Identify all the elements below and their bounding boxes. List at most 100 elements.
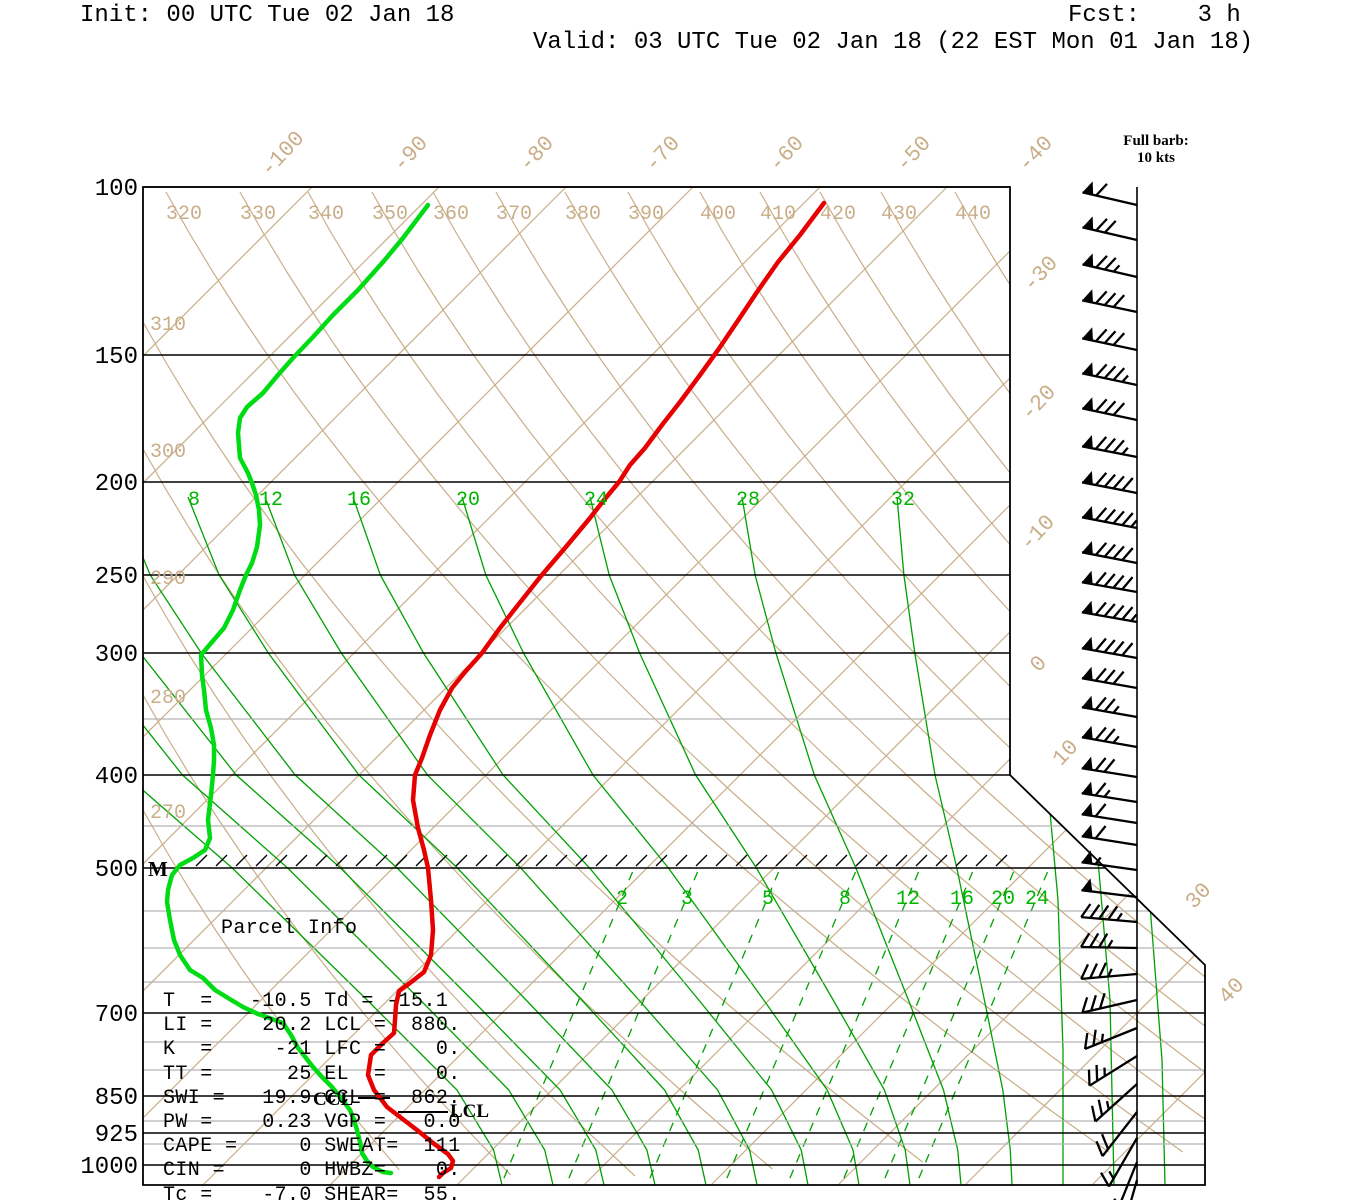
wind-barb [1081, 781, 1138, 804]
pressure-tick-label: 925 [95, 1122, 138, 1149]
dry-adiabat-label: 290 [150, 568, 186, 591]
wind-barb [1081, 362, 1138, 387]
dry-adiabat-label: 410 [760, 203, 796, 226]
mixing-ratio-lines [500, 871, 1049, 1185]
isotherm-label-top: -70 [640, 131, 685, 177]
wind-barb [1081, 695, 1138, 719]
wind-barb [1081, 725, 1138, 749]
dry-adiabat-label: 340 [308, 203, 344, 226]
wind-barb [1081, 505, 1138, 530]
wind-barb [1081, 756, 1138, 779]
wind-barb [1081, 878, 1138, 899]
dry-adiabat-label: 320 [166, 203, 202, 226]
parcel-info-row: PW = 0.23 VGP = 0.0 [163, 1111, 461, 1135]
ccl-marker-label: CCL [313, 1089, 354, 1110]
wind-barb [1080, 903, 1138, 924]
wind-barb [1081, 600, 1138, 624]
pressure-tick-label: 700 [95, 1002, 138, 1029]
mixing-ratio-label: 2 [616, 888, 628, 911]
wind-barb [1130, 1179, 1139, 1200]
wind-barb [1087, 1055, 1138, 1087]
lcl-marker-label: LCL [450, 1101, 490, 1122]
wind-barb [1081, 636, 1138, 660]
moist-adiabat-label: 12 [259, 489, 283, 512]
m-level-marker: M [148, 857, 168, 881]
moist-adiabat-label: 8 [188, 489, 200, 512]
wind-barb [1081, 850, 1138, 872]
wind-barb [1081, 470, 1138, 495]
parcel-info-box: Parcel Info T = -10.5 Td = -15.1 LI = 20.… [163, 869, 461, 1200]
wind-barb [1081, 289, 1138, 314]
wind-barb [1081, 540, 1138, 565]
minor-pressure-gridlines [143, 718, 1205, 1145]
wind-barb [1080, 932, 1138, 950]
dry-adiabat-label: 380 [565, 203, 601, 226]
wind-barb [1081, 992, 1138, 1014]
wind-barb [1081, 434, 1138, 459]
wind-barb [1083, 1026, 1138, 1051]
wind-barb [1080, 962, 1138, 981]
parcel-info-rows: T = -10.5 Td = -15.1 LI = 20.2 LCL = 880.… [163, 990, 461, 1200]
isotherm-label-top: -60 [764, 131, 809, 177]
parcel-info-row: CAPE = 0 SWEAT= 111 [163, 1135, 461, 1159]
isotherm-label-right: -20 [1016, 380, 1061, 426]
dry-adiabat-label: 330 [240, 203, 276, 226]
dry-adiabat-label: 310 [150, 314, 186, 337]
ccl-lcl-level-lines [358, 1097, 448, 1113]
barb-legend-line2: 10 kts [1137, 150, 1175, 166]
wind-barb [1081, 824, 1138, 847]
parcel-info-row: T = -10.5 Td = -15.1 [163, 990, 449, 1014]
dry-adiabat-label: 400 [700, 203, 736, 226]
forecast-hour-label: Fcst: 3 h [1068, 2, 1241, 29]
moist-adiabat-labels: 8 12 16 20 24 28 32 [188, 489, 915, 512]
isotherm-label-top: -90 [388, 131, 433, 177]
wind-barb [1081, 397, 1138, 422]
isotherm-label-right: 0 [1025, 651, 1052, 678]
mixing-ratio-label: 3 [681, 888, 693, 911]
major-pressure-gridlines [143, 186, 1205, 1166]
isotherm-lines [143, 187, 1205, 1185]
moist-adiabat-label: 20 [456, 489, 480, 512]
isotherm-label-top: -100 [256, 126, 310, 182]
isotherm-label-right: -30 [1018, 251, 1063, 297]
barb-legend-line1: Full barb: [1123, 133, 1189, 149]
dry-adiabat-label: 370 [496, 203, 532, 226]
moist-adiabat-label: 16 [347, 489, 371, 512]
mixing-ratio-label: 8 [839, 888, 851, 911]
pressure-tick-label: 200 [95, 471, 138, 498]
pressure-tick-label: 850 [95, 1085, 138, 1112]
wind-barb [1081, 666, 1138, 690]
pressure-tick-label: 500 [95, 857, 138, 884]
parcel-info-row: Tc = -7.0 SHEAR= 55. [163, 1183, 461, 1200]
parcel-info-row: K = -21 LFC = 0. [163, 1038, 461, 1062]
mixing-ratio-label: 20 [991, 888, 1015, 911]
parcel-info-title: Parcel Info [221, 917, 358, 941]
theta-labels: 320 330 340 350 360 370 380 390 400 410 420 430 440 3… [150, 203, 991, 825]
wind-barb [1095, 1111, 1138, 1157]
mixing-ratio-label: 16 [950, 888, 974, 911]
wind-barb [1082, 216, 1138, 242]
temperature-curve [365, 200, 827, 1180]
dry-adiabat-label: 360 [433, 203, 469, 226]
dry-adiabat-label: 420 [820, 203, 856, 226]
isotherm-label-right: -10 [1015, 510, 1060, 556]
pressure-tick-label: 300 [95, 642, 138, 669]
isotherm-label-right: 40 [1214, 973, 1250, 1009]
dry-adiabat-label: 270 [150, 802, 186, 825]
parcel-info-row: TT = 25 EL = 0. [163, 1062, 461, 1086]
wind-barb [1082, 253, 1138, 279]
top-temperature-labels: -100 -90 -80 -70 -60 -50 -40 [256, 126, 1059, 182]
pressure-tick-label: 100 [95, 176, 138, 203]
isotherm-label-top: -50 [891, 131, 936, 177]
hatch-marks-500 [195, 854, 1008, 867]
dry-adiabat-label: 430 [881, 203, 917, 226]
pressure-tick-label: 400 [95, 764, 138, 791]
isotherm-label-right: 10 [1048, 735, 1084, 771]
moist-adiabat-label: 24 [584, 489, 608, 512]
wind-barb [1090, 1083, 1138, 1123]
mixing-ratio-labels: 2 3 5 8 12 16 20 24 [616, 888, 1049, 911]
mixing-ratio-label: 24 [1025, 888, 1049, 911]
dewpoint-curve [164, 202, 431, 1176]
